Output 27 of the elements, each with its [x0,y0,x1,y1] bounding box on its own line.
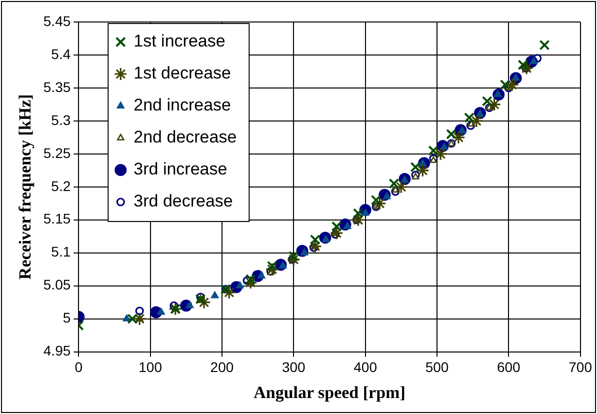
legend-label: 2nd increase [134,96,231,115]
x-tick-label: 400 [354,359,378,376]
x-tick-label: 300 [282,359,306,376]
legend-label: 3rd decrease [134,192,233,211]
x-tick-label: 500 [425,359,449,376]
legend-label: 1st decrease [134,64,231,83]
legend-label: 3rd increase [134,160,228,179]
legend-label: 1st increase [134,32,226,51]
y-axis-title: Receiver frequency [kHz] [16,94,35,280]
x-tick-label: 700 [568,359,592,376]
y-tick-label: 4.95 [43,342,71,359]
y-tick-label: 5 [62,310,71,326]
y-tick-label: 5.3 [51,112,71,128]
x-tick-label: 600 [496,359,521,376]
y-tick-label: 5.45 [43,12,71,29]
x-tick-label: 0 [74,359,83,376]
x-tick-label: 100 [138,359,162,376]
y-tick-label: 5.1 [51,244,71,260]
y-tick-label: 5.2 [51,178,71,194]
y-tick-label: 5.05 [43,276,71,293]
y-tick-label: 5.4 [51,46,71,62]
x-tick-label: 200 [210,359,234,376]
x-axis-title: Angular speed [rpm] [254,383,406,402]
y-tick-label: 5.15 [43,210,71,227]
y-tick-label: 5.25 [43,144,71,161]
legend-label: 2nd decrease [134,128,237,147]
y-tick-label: 5.35 [43,78,71,95]
